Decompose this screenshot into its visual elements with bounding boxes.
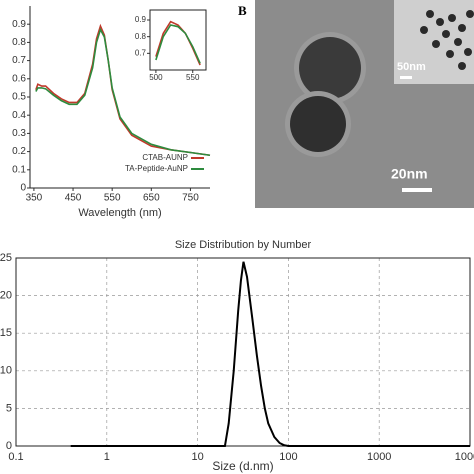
series-line [155, 24, 201, 64]
inset-scale-bar [400, 76, 412, 79]
y-tick-label: 0.9 [135, 15, 147, 24]
y-tick-label: 0 [6, 440, 12, 452]
y-tick-label: 0.7 [135, 48, 147, 57]
y-tick-label: 10 [0, 365, 12, 377]
scale-label: 20nm [391, 166, 428, 182]
x-tick-label: 550 [104, 193, 121, 204]
x-tick-label: 1 [104, 451, 110, 463]
x-tick-label: 500 [149, 73, 163, 82]
x-tick-label: 0.1 [8, 451, 23, 463]
x-tick-label: 550 [186, 73, 200, 82]
y-tick-label: 25 [0, 252, 12, 264]
x-tick-label: 10 [191, 451, 203, 463]
y-tick-label: 5 [6, 402, 12, 414]
y-tick-label: 15 [0, 327, 12, 339]
y-tick-label: 0.9 [12, 19, 26, 30]
legend-label: TA-Peptide-AuNP [125, 164, 188, 173]
y-tick-label: 0.2 [12, 146, 26, 157]
y-tick-label: 0.8 [12, 37, 26, 48]
y-tick-label: 0.8 [135, 32, 147, 41]
x-tick-label: 350 [26, 193, 43, 204]
x-axis-label: Wavelength (nm) [78, 207, 161, 219]
axes [29, 6, 210, 189]
x-tick-label: 750 [182, 193, 199, 204]
legend-label: CTAB-AUNP [142, 153, 188, 162]
x-tick-label: 1000 [367, 451, 391, 463]
y-tick-label: 0.3 [12, 128, 26, 139]
x-tick-label: 650 [143, 193, 160, 204]
plot-frame [15, 257, 471, 447]
particle [299, 37, 361, 99]
x-axis-label: Size (d.nm) [212, 459, 273, 473]
inset-particles [420, 10, 474, 70]
inset-background [150, 10, 206, 70]
y-tick-label: 0.4 [12, 110, 26, 121]
x-tick-label: 450 [65, 193, 82, 204]
chart-title: Size Distribution by Number [175, 239, 312, 251]
series-line [35, 27, 211, 157]
y-tick-label: 0.7 [12, 55, 26, 66]
x-tick-label: 10000 [455, 451, 474, 463]
particle [290, 96, 346, 152]
tem-panel: 50nm 20nm B [238, 0, 474, 208]
y-tick-label: 20 [0, 290, 12, 302]
y-tick-label: 0.5 [12, 92, 26, 103]
series-line [70, 261, 470, 447]
panel-label: B [238, 3, 247, 18]
series-line [35, 23, 211, 157]
plot-frame [149, 9, 207, 71]
y-tick-label: 0.1 [12, 164, 26, 175]
x-tick-label: 100 [279, 451, 297, 463]
y-tick-label: 0.6 [12, 73, 26, 84]
y-tick-label: 0 [20, 183, 26, 194]
scale-bar [402, 188, 432, 192]
inset-scale-label: 50nm [397, 61, 426, 73]
